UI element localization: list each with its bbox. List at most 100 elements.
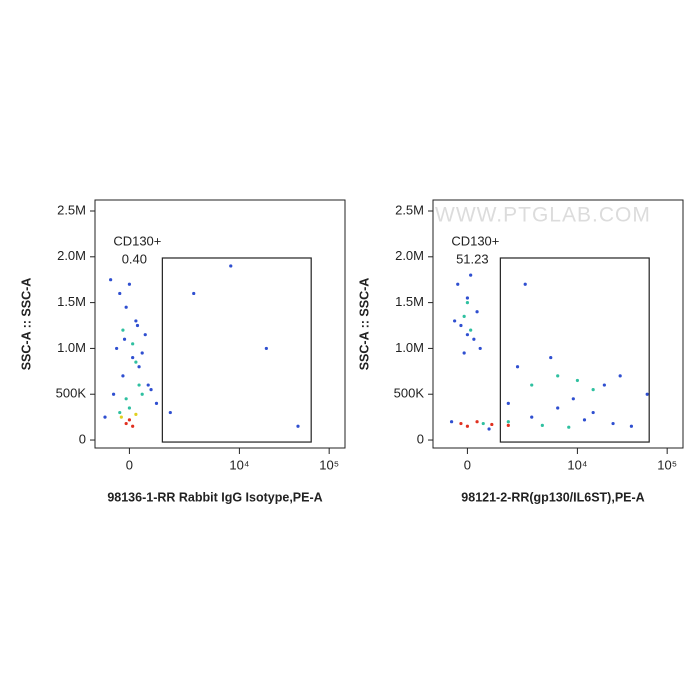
event-dot [137, 365, 141, 369]
event-dot [469, 273, 473, 277]
event-dot [124, 421, 128, 426]
event-dot [103, 415, 107, 419]
event-dot [122, 337, 127, 341]
event-dot [456, 282, 460, 286]
y-tick-label: 1.5M [57, 294, 86, 309]
event-dot [506, 423, 510, 427]
event-dot [115, 346, 119, 351]
event-dot [602, 383, 606, 387]
plot-frame [94, 199, 346, 449]
event-dot [523, 282, 527, 286]
y-tick-label: 0 [79, 431, 86, 446]
event-dot [134, 412, 138, 416]
y-tick-label: 500K [394, 386, 425, 401]
event-dot [465, 333, 470, 337]
event-dot [264, 346, 268, 351]
event-dot [472, 337, 476, 341]
y-tick-label: 1.5M [395, 294, 424, 309]
event-dot [449, 420, 454, 424]
x-tick-label: 10⁴ [229, 457, 249, 472]
gate-name: CD130+ [451, 233, 499, 248]
y-axis-title: SSC-A :: SSC-A [19, 278, 33, 371]
event-dot [118, 410, 122, 415]
event-dot [135, 323, 140, 328]
event-dot [140, 392, 144, 396]
event-dot [475, 310, 479, 314]
x-axis-title: 98121-2-RR(gp130/IL6ST),PE-A [461, 490, 644, 504]
event-dot [143, 333, 147, 337]
event-dot [549, 355, 553, 360]
event-dot [124, 305, 128, 309]
event-dot [465, 301, 470, 305]
gate-percent: 51.23 [456, 251, 489, 266]
y-tick-label: 500K [56, 386, 87, 401]
plot-frame [432, 199, 684, 449]
event-dot [453, 319, 457, 323]
x-tick-label: 0 [126, 457, 133, 472]
event-dot [459, 323, 463, 328]
event-dot [127, 282, 132, 286]
y-tick-label: 1.0M [395, 340, 424, 355]
event-dot [459, 421, 463, 426]
event-dot [556, 406, 560, 410]
event-dot [611, 421, 615, 426]
event-dot [134, 360, 138, 364]
event-dot [645, 392, 649, 396]
event-dot [465, 296, 470, 300]
event-dot [571, 397, 575, 401]
event-dot [121, 328, 125, 332]
event-dot [134, 319, 138, 323]
event-dot [591, 410, 595, 415]
event-dot [462, 314, 466, 318]
event-dot [121, 374, 125, 378]
event-dot [591, 388, 595, 392]
event-dot [475, 420, 479, 424]
y-axis-title: SSC-A :: SSC-A [357, 278, 371, 371]
event-dot [515, 365, 520, 369]
event-dot [131, 424, 135, 428]
event-dot [506, 420, 510, 424]
gate-name: CD130+ [113, 233, 161, 248]
x-tick-label: 10⁵ [319, 457, 339, 472]
event-dot [540, 423, 544, 427]
event-dot [465, 424, 470, 428]
event-dot [118, 291, 122, 296]
event-dot [127, 406, 132, 410]
y-tick-label: 0 [417, 431, 424, 446]
event-dot [146, 383, 150, 387]
event-dot [530, 415, 534, 419]
event-dot [149, 388, 153, 392]
gate [161, 257, 312, 443]
event-dot [131, 355, 135, 360]
y-tick-label: 2.5M [395, 202, 424, 217]
event-dot [490, 422, 494, 427]
event-dot [296, 424, 300, 428]
event-dot [192, 291, 196, 296]
event-dot [582, 418, 587, 422]
event-dot [575, 378, 580, 383]
event-dot [119, 415, 123, 419]
event-dot [629, 424, 634, 428]
x-tick-label: 10⁵ [657, 457, 677, 472]
y-tick-label: 2.5M [57, 202, 86, 217]
y-tick-label: 1.0M [57, 340, 86, 355]
event-dot [154, 401, 159, 405]
event-dot [506, 401, 510, 405]
x-tick-label: 0 [464, 457, 471, 472]
event-dot [567, 425, 571, 429]
event-dot [168, 410, 172, 415]
y-tick-label: 2.0M [57, 248, 86, 263]
event-dot [124, 397, 128, 401]
event-dot [481, 421, 485, 426]
event-dot [111, 392, 116, 396]
event-dot [618, 374, 622, 378]
y-tick-label: 2.0M [395, 248, 424, 263]
x-axis-title: 98136-1-RR Rabbit IgG Isotype,PE-A [107, 490, 322, 504]
event-dot [137, 383, 141, 387]
event-dot [478, 346, 482, 351]
gate [499, 257, 650, 443]
event-dot [109, 278, 113, 282]
event-dot [140, 351, 144, 355]
event-dot [469, 328, 473, 332]
